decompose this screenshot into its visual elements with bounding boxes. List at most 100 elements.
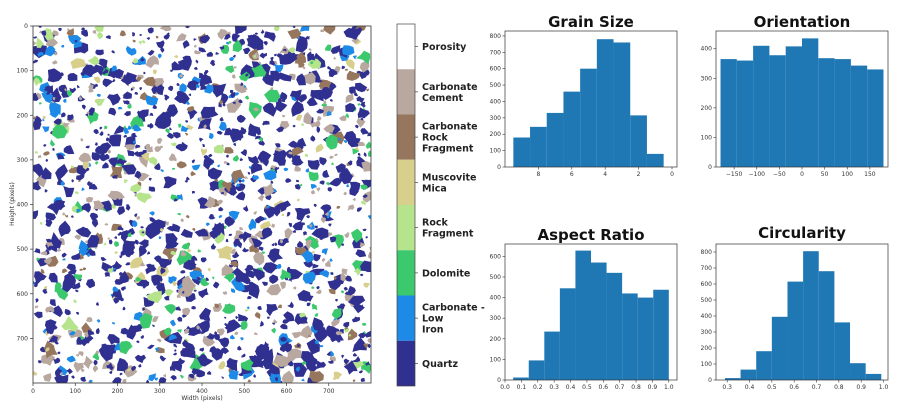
grain <box>347 204 355 211</box>
grain <box>99 131 104 136</box>
grain <box>122 379 127 383</box>
grain <box>157 137 163 144</box>
grain <box>123 171 128 175</box>
grain <box>245 269 257 279</box>
grain <box>329 258 333 262</box>
grain <box>263 341 269 348</box>
grain <box>299 183 303 187</box>
grain <box>247 295 252 300</box>
grain <box>91 218 99 228</box>
grain <box>120 230 131 243</box>
histogram-bar <box>630 115 647 167</box>
grain <box>93 64 104 77</box>
grain <box>229 56 235 62</box>
grain <box>203 124 207 129</box>
histogram-bar <box>834 322 851 380</box>
grain <box>97 31 104 40</box>
grain <box>168 276 177 284</box>
grain <box>147 49 155 56</box>
grain <box>189 273 193 277</box>
map-x-tick-label: 100 <box>70 388 82 395</box>
histogram-aspect-ratio: Aspect Ratio 0.0 0.1 0.2 0.3 0.4 0.5 0.6 0.7 0.8 0… <box>490 226 678 391</box>
grain <box>98 344 116 362</box>
grain <box>93 128 99 135</box>
grain <box>131 132 138 138</box>
y-tick-label: 500 <box>701 297 713 304</box>
grain <box>314 340 319 345</box>
grain <box>340 171 353 185</box>
grain <box>198 276 202 279</box>
grain <box>112 175 119 179</box>
histogram-bar <box>724 378 741 380</box>
grain <box>130 115 144 130</box>
y-tick-label: 100 <box>701 134 713 141</box>
grain <box>363 265 371 273</box>
x-tick-label: 0.4 <box>566 384 576 391</box>
grain <box>170 376 175 380</box>
grain <box>146 290 162 304</box>
x-tick-label: 0.7 <box>812 384 822 391</box>
grain <box>260 29 265 34</box>
grain <box>305 235 319 250</box>
grain <box>168 240 179 248</box>
grain <box>347 136 361 148</box>
grain <box>280 336 287 342</box>
grain <box>254 332 258 336</box>
grain <box>37 154 42 159</box>
grain <box>68 78 73 82</box>
x-tick-label: 0.6 <box>789 384 799 391</box>
grain <box>178 141 188 152</box>
grain <box>329 356 337 362</box>
grain <box>64 214 69 218</box>
grain <box>284 227 293 240</box>
y-tick-label: 400 <box>490 98 502 105</box>
grain <box>166 132 174 139</box>
grain <box>361 200 366 206</box>
grain <box>314 313 319 317</box>
grain <box>199 347 205 352</box>
grain <box>338 138 342 141</box>
grain <box>44 319 57 334</box>
grain <box>114 241 120 248</box>
grain <box>233 238 243 249</box>
grain <box>274 63 284 73</box>
grain <box>300 222 305 227</box>
grain <box>209 181 219 190</box>
grain <box>294 184 301 190</box>
grain <box>304 153 309 158</box>
grain <box>52 60 58 65</box>
grain <box>170 142 177 147</box>
grain <box>85 145 90 149</box>
grain <box>48 335 58 344</box>
grain <box>45 159 49 162</box>
grain <box>287 266 291 271</box>
grain <box>221 376 224 379</box>
grain <box>166 226 177 232</box>
grain <box>186 80 199 91</box>
grain <box>80 245 83 249</box>
grain <box>291 273 296 278</box>
grain <box>99 27 103 31</box>
grain <box>86 196 94 203</box>
grain <box>309 370 324 383</box>
grain <box>134 354 146 364</box>
grain <box>349 185 360 197</box>
grain <box>312 250 315 254</box>
grain <box>159 26 172 32</box>
grain <box>120 327 129 335</box>
grain <box>304 294 314 302</box>
grain <box>104 272 110 277</box>
grain <box>138 364 142 368</box>
grain <box>247 34 254 40</box>
grain <box>45 212 56 221</box>
grain <box>335 331 343 336</box>
grain <box>176 161 187 169</box>
grain <box>292 221 303 231</box>
grain <box>51 30 59 37</box>
grain <box>361 161 371 172</box>
grain <box>216 245 233 261</box>
grain <box>358 332 367 339</box>
grain <box>109 370 113 374</box>
grain <box>271 243 274 247</box>
grain <box>111 260 123 269</box>
